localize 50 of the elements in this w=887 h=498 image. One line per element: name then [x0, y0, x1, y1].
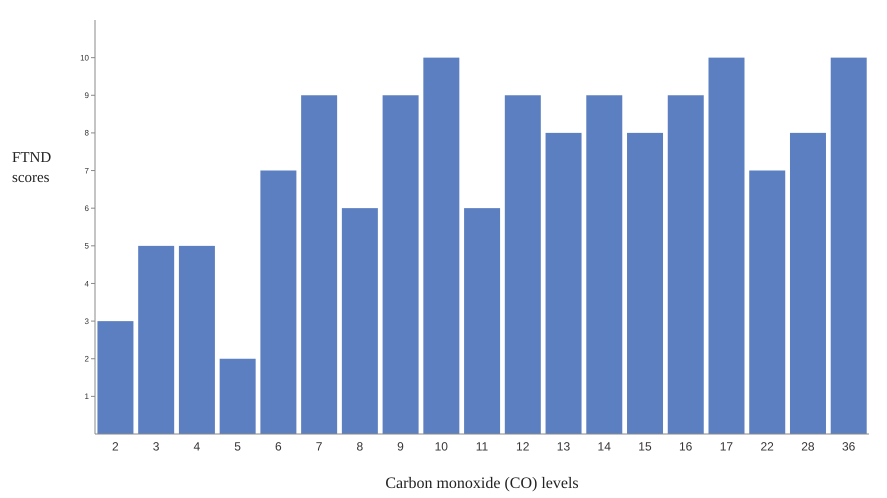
y-tick-label: 8 [84, 128, 90, 138]
x-tick-label: 22 [760, 440, 774, 454]
bar [97, 321, 134, 434]
x-tick-label: 28 [801, 440, 815, 454]
bar [790, 132, 826, 434]
x-tick-label: 13 [556, 440, 570, 454]
x-tick-label: 11 [476, 440, 489, 454]
bar [138, 246, 174, 434]
bar [342, 208, 378, 434]
bar [260, 170, 296, 434]
x-tick-label: 5 [234, 440, 242, 454]
x-tick-label: 9 [397, 440, 404, 454]
y-tick-label: 2 [84, 354, 90, 364]
x-tick-label: 6 [274, 440, 282, 454]
y-axis-title: FTND scores [12, 149, 52, 188]
bar [627, 132, 664, 434]
y-tick-label: 9 [84, 91, 90, 100]
x-tick-label: 17 [720, 440, 734, 454]
bar [178, 246, 215, 434]
bar [586, 95, 622, 434]
x-tick-label: 10 [434, 440, 448, 454]
bar [423, 58, 460, 434]
x-tick-label: 14 [598, 440, 612, 454]
bar [220, 358, 256, 434]
bar [382, 95, 419, 434]
bar [301, 95, 338, 434]
y-tick-label: 5 [84, 242, 90, 251]
x-tick-label: 2 [112, 440, 120, 454]
x-tick-label: 4 [194, 440, 200, 454]
bar [504, 95, 541, 434]
x-tick-label: 15 [638, 440, 652, 454]
y-tick-label: 3 [84, 316, 90, 326]
bar [546, 132, 582, 434]
y-tick-label: 4 [84, 279, 90, 288]
bar [708, 58, 744, 434]
x-axis-title: Carbon monoxide (CO) levels [385, 475, 579, 492]
bar [668, 95, 704, 434]
y-tick-label: 1 [84, 392, 90, 402]
x-tick-label: 16 [679, 440, 693, 454]
y-tick-label: 6 [84, 204, 90, 214]
x-tick-label: 12 [516, 440, 530, 454]
y-tick-label: 10 [80, 53, 90, 62]
x-tick-label: 3 [152, 440, 160, 454]
bar [830, 58, 867, 434]
bar [464, 208, 500, 434]
y-tick-label: 7 [84, 166, 90, 176]
x-tick-label: 8 [356, 440, 364, 454]
x-tick-label: 36 [842, 440, 856, 454]
bar [749, 170, 786, 434]
x-tick-label: 7 [316, 440, 323, 454]
